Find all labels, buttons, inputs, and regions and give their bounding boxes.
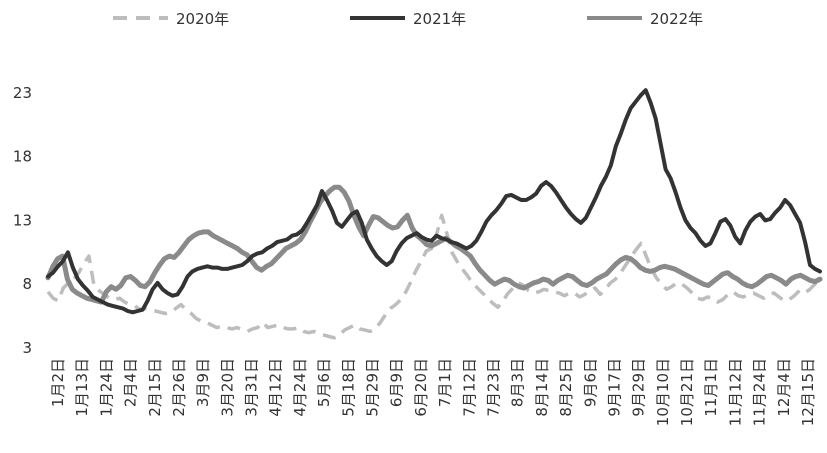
series-line-2022 [45, 184, 823, 305]
legend-label-2022: 2022年 [650, 10, 703, 28]
legend-item-2021: 2021年 [350, 10, 466, 28]
x-tick-label: 1月13日 [73, 358, 91, 417]
series-line-2020 [46, 213, 822, 340]
y-tick-label: 8 [22, 275, 32, 293]
x-tick-label: 11月24日 [751, 358, 769, 426]
legend-item-2022: 2022年 [587, 10, 703, 28]
x-tick-label: 10月21日 [678, 358, 696, 426]
series-line-2021 [46, 88, 822, 315]
x-tick-label: 6月20日 [412, 358, 430, 417]
x-tick-label: 2月4日 [122, 358, 140, 407]
x-tick-label: 1月2日 [49, 358, 67, 407]
plot-area [45, 88, 823, 340]
x-tick-label: 9月17日 [605, 358, 623, 417]
x-tick-label: 3月9日 [194, 358, 212, 407]
x-tick-label: 8月3日 [509, 358, 527, 407]
legend-label-2021: 2021年 [413, 10, 466, 28]
x-tick-label: 8月25日 [557, 358, 575, 417]
legend-item-2020: 2020年 [113, 10, 229, 28]
x-tick-label: 5月29日 [364, 358, 382, 417]
x-tick-label: 2月15日 [146, 358, 164, 417]
y-axis: 3 8 13 18 23 [13, 84, 32, 357]
x-tick-label: 2月26日 [170, 358, 188, 417]
y-tick-label: 18 [13, 148, 32, 166]
x-tick-label: 4月24日 [291, 358, 309, 417]
x-tick-label: 5月18日 [339, 358, 357, 417]
x-tick-label: 7月23日 [484, 358, 502, 417]
x-tick-label: 7月1日 [436, 358, 454, 407]
x-axis: 1月2日 1月13日 1月24日 2月4日 2月15日 2月26日 3月9日 3月20日 3月3… [49, 358, 817, 426]
x-tick-label: 1月24日 [97, 358, 115, 417]
x-tick-label: 9月29日 [630, 358, 648, 417]
x-tick-label: 5月6日 [315, 358, 333, 407]
legend: 2020年 2021年 2022年 [113, 10, 703, 28]
x-tick-label: 8月14日 [533, 358, 551, 417]
x-tick-label: 11月1日 [702, 358, 720, 417]
x-tick-label: 3月20日 [218, 358, 236, 417]
x-tick-label: 6月9日 [388, 358, 406, 407]
x-tick-label: 12月15日 [799, 358, 817, 426]
y-tick-label: 3 [22, 339, 32, 357]
x-tick-label: 10月10日 [654, 358, 672, 426]
y-tick-label: 23 [13, 84, 32, 102]
x-tick-label: 3月31日 [243, 358, 261, 417]
x-tick-label: 4月12日 [267, 358, 285, 417]
x-tick-label: 11月12日 [726, 358, 744, 426]
y-tick-label: 13 [13, 211, 32, 229]
x-tick-label: 7月12日 [460, 358, 478, 417]
x-tick-label: 9月6日 [581, 358, 599, 407]
legend-label-2020: 2020年 [176, 10, 229, 28]
x-tick-label: 12月4日 [775, 358, 793, 417]
